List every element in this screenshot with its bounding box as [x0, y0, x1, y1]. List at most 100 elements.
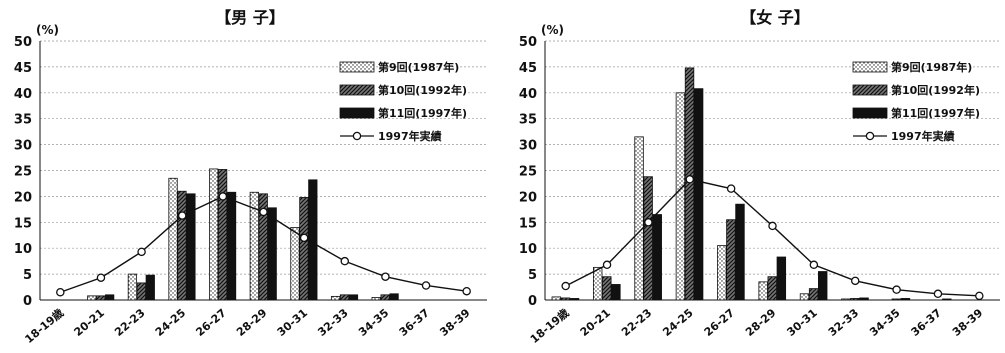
legend-label: 第9回(1987年) — [891, 60, 972, 74]
chart-title: 【男 子】 — [215, 8, 285, 27]
bar — [299, 197, 309, 301]
bar — [217, 169, 228, 301]
bar — [136, 282, 146, 301]
y-tick-label: 40 — [519, 87, 537, 102]
legend-swatch — [852, 84, 888, 96]
bar — [226, 191, 237, 301]
legend-swatch — [852, 61, 888, 73]
bar — [96, 295, 106, 301]
y-tick-label: 35 — [519, 113, 537, 128]
legend-marker — [865, 131, 875, 141]
bar — [105, 294, 115, 301]
legend-label: 第11回(1997年) — [378, 106, 467, 120]
bar — [726, 219, 736, 301]
bar — [560, 297, 571, 301]
y-axis-unit-label: (%) — [541, 23, 564, 37]
bar — [735, 203, 745, 301]
line-point — [933, 289, 943, 299]
x-tick-label: 22-23 — [112, 306, 147, 339]
chart-panel-female: 【女 子】 (%) 0 5 10 15 20 25 30 35 40 45 50 18-19歳 20-21 2… — [505, 0, 1005, 353]
legend-marker — [352, 131, 362, 141]
y-tick-label: 25 — [14, 165, 32, 180]
bar — [339, 294, 350, 301]
y-tick-label: 30 — [14, 139, 32, 154]
line-point — [421, 281, 431, 290]
line-point — [56, 287, 65, 297]
y-tick-label: 20 — [14, 190, 32, 205]
line-point — [602, 260, 612, 270]
line-point — [975, 291, 984, 301]
x-tick-label: 22-23 — [619, 306, 654, 339]
line-point — [299, 233, 309, 243]
bar — [611, 284, 621, 301]
bar — [693, 88, 704, 301]
x-tick-label: 38-39 — [437, 306, 472, 339]
bar — [891, 298, 902, 301]
legend-swatch — [852, 107, 888, 119]
bar — [684, 67, 695, 301]
x-tick-label: 24-25 — [660, 306, 695, 339]
x-tick-label: 18-19歳 — [527, 306, 571, 346]
bar — [168, 177, 178, 301]
chart-title: 【女 子】 — [740, 8, 810, 27]
line-point — [726, 184, 736, 193]
legend-swatch — [339, 84, 375, 96]
bar — [602, 276, 612, 301]
bar — [592, 266, 603, 301]
x-tick-label: 36-37 — [397, 306, 432, 339]
bar — [380, 294, 390, 301]
bar — [758, 281, 768, 301]
legend-label: 1997年実績 — [378, 129, 442, 143]
y-tick-label: 45 — [519, 61, 537, 76]
legend-swatch — [339, 61, 375, 73]
bar — [186, 193, 196, 301]
y-tick-label: 50 — [519, 35, 537, 50]
bar — [942, 298, 952, 301]
bar — [127, 273, 138, 301]
line-point — [96, 273, 106, 282]
x-tick-label: 18-19歳 — [22, 306, 66, 346]
y-tick-label: 35 — [14, 113, 32, 128]
x-tick-label: 34-35 — [867, 306, 902, 339]
bar — [249, 191, 259, 301]
x-tick-label: 36-37 — [909, 306, 944, 339]
line-point — [809, 260, 819, 270]
y-tick-label: 10 — [14, 242, 32, 257]
y-tick-label: 15 — [14, 216, 32, 231]
bar — [348, 294, 359, 301]
legend-label: 1997年実績 — [891, 129, 955, 143]
bar — [675, 92, 686, 301]
bar — [808, 288, 819, 301]
y-axis-unit-label: (%) — [36, 23, 59, 37]
x-tick-label: 20-21 — [72, 306, 107, 339]
line-point — [850, 276, 860, 286]
y-tick-label: 15 — [519, 216, 537, 231]
y-tick-label: 10 — [519, 242, 537, 257]
y-tick-label: 0 — [23, 294, 32, 309]
x-tick-label: 28-29 — [234, 306, 269, 339]
line-point — [259, 207, 268, 217]
y-tick-label: 5 — [23, 268, 32, 283]
bar — [717, 245, 727, 301]
line-point — [685, 175, 695, 184]
line-point — [768, 221, 777, 231]
y-tick-label: 20 — [519, 190, 537, 205]
line-point — [137, 247, 146, 257]
x-tick-label: 28-29 — [743, 306, 778, 339]
bar — [87, 295, 97, 301]
x-tick-label: 38-39 — [950, 306, 985, 339]
bar — [652, 214, 662, 301]
chart-panel-male: 【男 子】 (%) 0 5 10 15 20 25 30 35 40 45 50 18-19歳 20-21 2… — [0, 0, 500, 353]
x-tick-label: 26-27 — [193, 306, 228, 339]
bar — [145, 274, 155, 301]
bar — [818, 271, 828, 301]
legend-label: 第10回(1992年) — [378, 83, 467, 97]
legend-label: 第11回(1997年) — [891, 106, 980, 120]
bar — [799, 293, 810, 301]
bar — [267, 207, 277, 301]
bar — [859, 297, 869, 301]
x-tick-label: 30-31 — [275, 306, 310, 339]
bar — [841, 298, 851, 301]
